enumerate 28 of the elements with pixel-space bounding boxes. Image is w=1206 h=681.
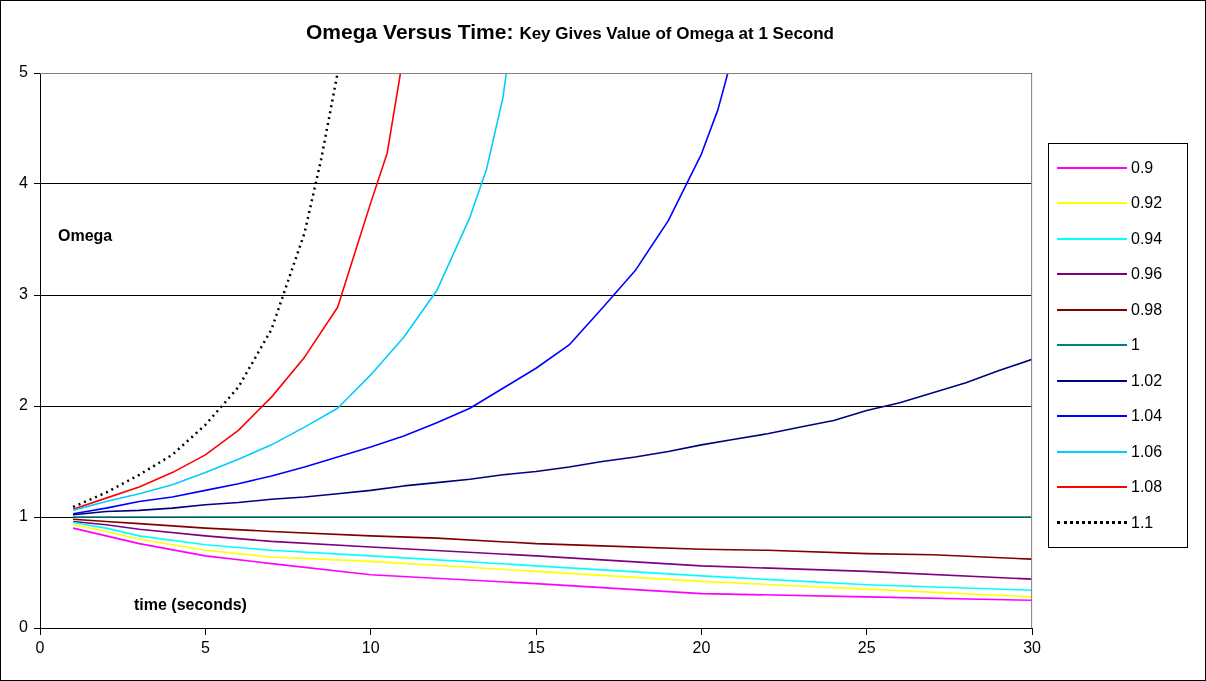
y-tick-label: 2 [19, 396, 29, 414]
legend-label: 1.04 [1131, 407, 1163, 426]
legend-label: 1.08 [1131, 478, 1163, 497]
y-tick-label: 5 [19, 63, 29, 81]
legend-label: 0.96 [1131, 265, 1163, 284]
legend-label: 0.94 [1131, 229, 1163, 248]
y-tick-label: 3 [19, 285, 29, 303]
legend-label: 0.92 [1131, 194, 1163, 213]
x-tick-label: 0 [35, 639, 45, 657]
x-tick-label: 15 [527, 639, 546, 657]
legend-label: 0.98 [1131, 300, 1163, 319]
chart-title: Omega Versus Time: [306, 20, 514, 43]
legend-label: 1.02 [1131, 371, 1163, 390]
y-tick-label: 1 [19, 507, 29, 525]
x-tick-label: 30 [1023, 639, 1042, 657]
y-axis-title: Omega [58, 227, 113, 245]
x-axis-title: time (seconds) [134, 596, 247, 614]
legend-label: 1 [1131, 336, 1140, 355]
legend-label: 0.9 [1131, 158, 1154, 177]
legend-label: 1.06 [1131, 442, 1163, 461]
legend-label: 1.1 [1131, 513, 1154, 532]
x-tick-label: 20 [692, 639, 711, 657]
y-tick-label: 0 [19, 618, 29, 636]
x-tick-label: 25 [857, 639, 876, 657]
y-tick-label: 4 [19, 174, 29, 192]
x-tick-label: 5 [200, 639, 210, 657]
chart-subtitle: Key Gives Value of Omega at 1 Second [519, 24, 834, 43]
x-tick-label: 10 [361, 639, 380, 657]
